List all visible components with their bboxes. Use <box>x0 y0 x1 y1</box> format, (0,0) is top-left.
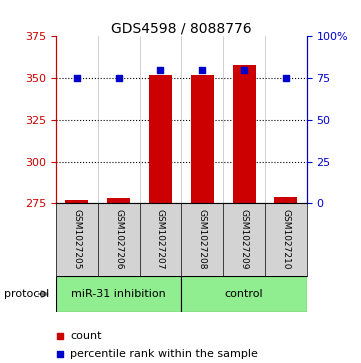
Text: control: control <box>225 289 264 299</box>
Text: protocol: protocol <box>4 289 49 299</box>
Point <box>57 351 62 357</box>
Text: GSM1027209: GSM1027209 <box>240 209 249 270</box>
Point <box>241 67 247 73</box>
Text: percentile rank within the sample: percentile rank within the sample <box>70 349 258 359</box>
Bar <box>56 276 181 312</box>
Text: GSM1027210: GSM1027210 <box>282 209 291 270</box>
Bar <box>191 75 214 203</box>
Point <box>74 75 80 81</box>
Bar <box>107 198 130 203</box>
Point <box>57 333 62 339</box>
Bar <box>149 75 172 203</box>
Text: GSM1027206: GSM1027206 <box>114 209 123 270</box>
Title: GDS4598 / 8088776: GDS4598 / 8088776 <box>111 21 252 35</box>
Text: GSM1027205: GSM1027205 <box>72 209 81 270</box>
Bar <box>65 200 88 203</box>
Text: miR-31 inhibition: miR-31 inhibition <box>71 289 166 299</box>
Point <box>199 67 205 73</box>
Bar <box>274 197 297 203</box>
Point <box>116 75 122 81</box>
Text: count: count <box>70 331 102 341</box>
Point <box>158 67 164 73</box>
Text: GSM1027208: GSM1027208 <box>198 209 207 270</box>
Point <box>283 75 289 81</box>
Bar <box>232 65 256 203</box>
Bar <box>181 276 307 312</box>
Text: GSM1027207: GSM1027207 <box>156 209 165 270</box>
